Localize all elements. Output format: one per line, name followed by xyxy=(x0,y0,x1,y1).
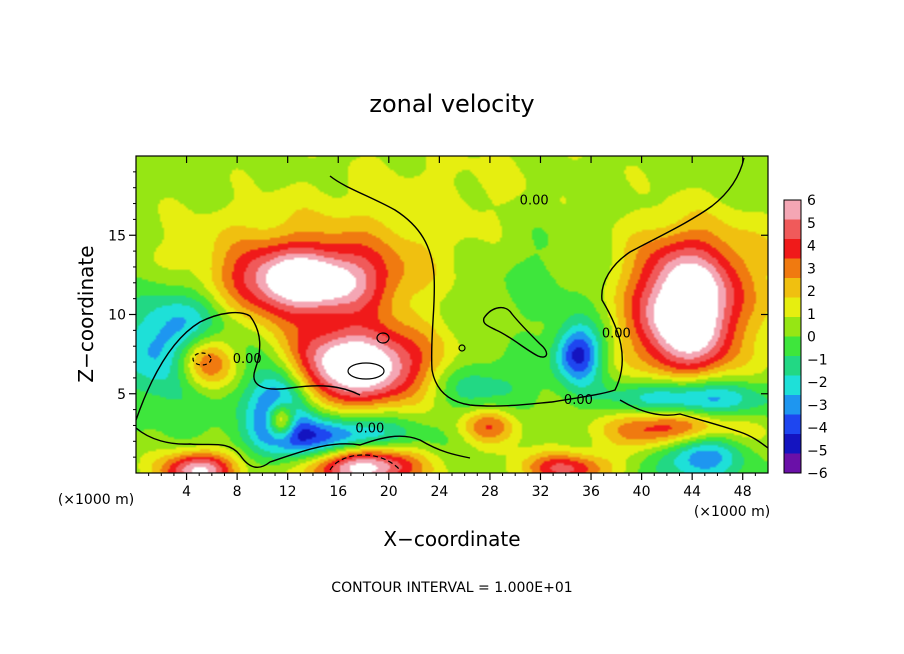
colorbar-swatch-7 xyxy=(784,336,801,357)
dashed-contour-bottom xyxy=(329,454,401,471)
x-axis-title: X−coordinate xyxy=(383,527,520,551)
colorbar-swatch-1 xyxy=(784,219,801,240)
colorbar-label-5: 1 xyxy=(807,307,816,323)
zero-contour-right xyxy=(551,157,745,403)
colorbar-label-11: −5 xyxy=(807,443,828,459)
dashed-contour-left xyxy=(192,352,212,366)
colorbar-swatch-10 xyxy=(784,395,801,415)
colorbar-label-8: −2 xyxy=(807,375,828,391)
zero-contour-lower xyxy=(135,427,471,468)
contour-label-0: 0.00 xyxy=(520,193,549,208)
x-tick-label-20: 20 xyxy=(380,484,398,500)
plot-area: 0.00 0.00 0.00 0.00 0.00 xyxy=(135,155,769,474)
y-tick-label-15: 15 xyxy=(108,228,126,244)
colorbar-swatch-4 xyxy=(784,278,801,298)
colorbar-label-6: 0 xyxy=(807,330,816,346)
colorbar-swatch-8 xyxy=(784,356,801,376)
zero-contour-left xyxy=(135,311,361,421)
x-tick-label-40: 40 xyxy=(633,484,651,500)
colorbar-label-7: −1 xyxy=(807,352,828,368)
colorbar-label-2: 4 xyxy=(807,239,816,255)
x-tick-label-16: 16 xyxy=(329,484,347,500)
colorbar-label-12: −6 xyxy=(807,466,828,482)
y-axis: 5 10 15 xyxy=(108,171,768,458)
tiny-contour-ring xyxy=(458,344,466,352)
y-axis-title: Z−coordinate xyxy=(74,245,98,382)
x-tick-label-28: 28 xyxy=(481,484,499,500)
x-tick-label-44: 44 xyxy=(683,484,701,500)
colorbar-swatch-0 xyxy=(784,200,801,220)
x-tick-label-4: 4 xyxy=(182,484,191,500)
colorbar-label-10: −4 xyxy=(807,421,828,437)
colorbar-label-3: 3 xyxy=(807,261,816,277)
x-tick-label-48: 48 xyxy=(734,484,752,500)
colorbar-swatch-11 xyxy=(784,414,801,435)
colorbar-label-1: 5 xyxy=(807,216,816,232)
x-tick-label-12: 12 xyxy=(279,484,297,500)
x-tick-label-24: 24 xyxy=(430,484,448,500)
colorbar-frame xyxy=(783,199,802,474)
small-contour-ring xyxy=(376,332,390,344)
contour-interval-note: CONTOUR INTERVAL = 1.000E+01 xyxy=(331,580,572,596)
colorbar-swatch-3 xyxy=(784,258,801,279)
contour-label-3: 0.00 xyxy=(564,393,593,408)
contour-lines xyxy=(135,157,769,471)
colorbar-label-0: 6 xyxy=(807,193,816,209)
contour-label-1: 0.00 xyxy=(233,352,262,367)
contour-label-4: 0.00 xyxy=(602,327,631,342)
velocity-field xyxy=(136,156,768,473)
colorbar-swatch-13 xyxy=(784,453,801,474)
x-tick-label-36: 36 xyxy=(582,484,600,500)
x-tick-label-8: 8 xyxy=(233,484,242,500)
contour-label-2: 0.00 xyxy=(355,422,384,437)
zero-contour-island xyxy=(482,307,548,358)
x-tick-label-32: 32 xyxy=(532,484,550,500)
colorbar-label-9: −3 xyxy=(807,398,828,414)
x-axis: 4 8 12 16 20 24 28 32 36 40 44 48 xyxy=(148,156,756,500)
colorbar-swatch-9 xyxy=(784,375,801,396)
colorbar-swatch-12 xyxy=(784,434,801,454)
colorbar-swatch-5 xyxy=(784,297,801,318)
zero-contour-upper xyxy=(329,175,553,407)
colorbar-label-4: 2 xyxy=(807,284,816,300)
x-unit-right: (×1000 m) xyxy=(694,504,770,520)
y-tick-label-5: 5 xyxy=(117,387,126,403)
x-unit-left: (×1000 m) xyxy=(58,492,134,508)
chart-title: zonal velocity xyxy=(369,90,534,118)
colorbar-swatch-6 xyxy=(784,317,801,337)
y-tick-label-10: 10 xyxy=(108,308,126,324)
contour-labels: 0.00 0.00 0.00 0.00 0.00 xyxy=(233,193,631,437)
colorbar: 6 5 4 3 2 1 0 −1 −2 −3 −4 −5 −6 xyxy=(783,193,828,482)
colorbar-swatch-2 xyxy=(784,239,801,259)
closed-contour-center xyxy=(347,362,385,380)
zero-contour-lower-right xyxy=(619,399,769,449)
